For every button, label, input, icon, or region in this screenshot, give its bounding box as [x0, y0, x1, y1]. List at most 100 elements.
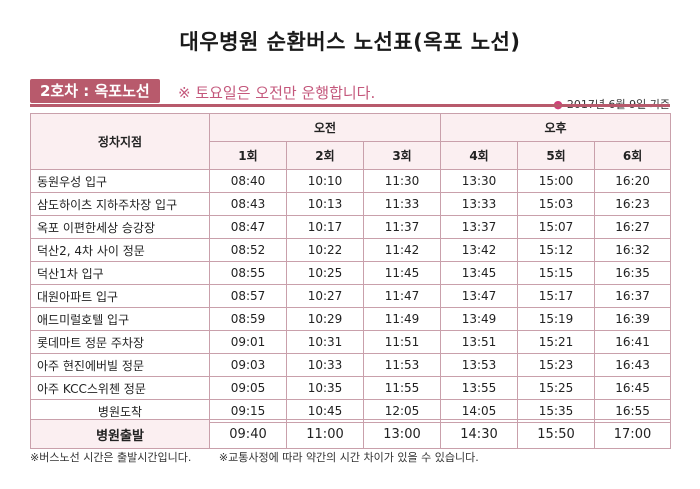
time-cell: 10:13 [286, 192, 364, 216]
table-row: 대원아파트 입구 08:57 10:27 11:47 13:47 15:17 16:37 [30, 284, 672, 308]
table-header-row-period: 정차지점 오전 오후 [30, 113, 672, 170]
time-cell: 11:37 [362, 215, 442, 239]
table-header-row-trips: 1회 2회 3회 4회 5회 6회 [31, 141, 672, 170]
time-cell: 11:51 [362, 330, 442, 354]
time-cell: 13:42 [440, 238, 519, 262]
time-cell: 16:45 [594, 376, 672, 400]
time-cell: 09:01 [209, 330, 287, 354]
trip-header: 2회 [286, 141, 364, 170]
time-cell: 16:23 [594, 192, 672, 216]
time-cell: 16:32 [594, 238, 672, 262]
trip-header: 5회 [517, 141, 596, 170]
time-cell: 15:25 [517, 376, 596, 400]
time-cell: 13:45 [440, 261, 519, 285]
time-cell: 11:33 [362, 192, 442, 216]
departure-time: 14:30 [440, 419, 518, 449]
time-cell: 08:47 [209, 215, 287, 239]
departure-label: 병원출발 [30, 419, 210, 449]
footnotes: ※버스노선 시간은 출발시간입니다. ※교통사정에 따라 약간의 시간 차이가 … [30, 449, 680, 465]
time-cell: 15:21 [517, 330, 596, 354]
page-title: 대우병원 순환버스 노선표(옥포 노선) [179, 30, 521, 54]
time-cell: 08:43 [209, 192, 287, 216]
trip-header: 4회 [440, 141, 519, 170]
time-cell: 10:10 [286, 169, 364, 193]
route-badge: 2호차 : 옥포노선 [30, 79, 160, 103]
time-cell: 16:43 [594, 353, 672, 377]
stop-name: 덕산2, 4차 사이 정문 [30, 238, 210, 262]
stop-name: 덕산1차 입구 [30, 261, 210, 285]
time-cell: 13:33 [440, 192, 519, 216]
time-cell: 13:49 [440, 307, 519, 331]
time-cell: 08:57 [209, 284, 287, 308]
timetable: 정차지점 오전 오후 1회 2회 3회 4회 5회 6회 동원우성 입구 08:4… [30, 113, 672, 423]
footnote-departure-time: ※버스노선 시간은 출발시간입니다. [30, 451, 192, 464]
am-header: 오전 [208, 113, 442, 142]
time-cell: 09:03 [209, 353, 287, 377]
departure-time: 09:40 [209, 419, 287, 449]
table-row: 옥포 이편한세상 승강장 08:47 10:17 11:37 13:37 15:07 16:… [30, 215, 672, 239]
saturday-notice: ※ 토요일은 오전만 운행합니다. [178, 84, 376, 102]
time-cell: 08:40 [209, 169, 287, 193]
time-cell: 16:37 [594, 284, 672, 308]
departure-row: 병원출발 09:40 11:00 13:00 14:30 15:50 17:00 [30, 419, 671, 449]
stop-name: 삼도하이츠 지하주차장 입구 [30, 192, 210, 216]
table-row: 애드미럴호텔 입구 08:59 10:29 11:49 13:49 15:19 16:39 [30, 307, 672, 331]
time-cell: 15:17 [517, 284, 596, 308]
table-row: 롯데마트 정문 주차장 09:01 10:31 11:51 13:51 15:21 16:4… [30, 330, 672, 354]
departure-time: 13:00 [363, 419, 441, 449]
table-row: 동원우성 입구 08:40 10:10 11:30 13:30 15:00 16:20 [30, 169, 672, 193]
table-row: 아주 KCC스위첸 정문 09:05 10:35 11:55 13:55 15:25 16:… [30, 376, 672, 400]
time-cell: 13:51 [440, 330, 519, 354]
time-cell: 16:35 [594, 261, 672, 285]
time-cell: 15:19 [517, 307, 596, 331]
time-cell: 09:05 [209, 376, 287, 400]
time-cell: 08:55 [209, 261, 287, 285]
time-cell: 15:00 [517, 169, 596, 193]
footnote-traffic: ※교통사정에 따라 약간의 시간 차이가 있을 수 있습니다. [218, 451, 479, 464]
time-cell: 15:15 [517, 261, 596, 285]
stop-name: 옥포 이편한세상 승강장 [30, 215, 210, 239]
time-cell: 16:39 [594, 307, 672, 331]
trip-header: 3회 [362, 141, 442, 170]
time-cell: 11:42 [362, 238, 442, 262]
time-cell: 13:53 [440, 353, 519, 377]
time-cell: 10:27 [286, 284, 364, 308]
stop-column-header: 정차지점 [30, 113, 210, 170]
time-cell: 13:37 [440, 215, 519, 239]
time-cell: 11:47 [362, 284, 442, 308]
time-cell: 11:53 [362, 353, 442, 377]
time-cell: 11:49 [362, 307, 442, 331]
stop-name: 동원우성 입구 [30, 169, 210, 193]
stop-name: 아주 현진에버빌 정문 [30, 353, 210, 377]
stop-name: 롯데마트 정문 주차장 [30, 330, 210, 354]
time-cell: 15:23 [517, 353, 596, 377]
time-cell: 10:31 [286, 330, 364, 354]
time-cell: 10:22 [286, 238, 364, 262]
time-cell: 13:47 [440, 284, 519, 308]
table-row: 덕산2, 4차 사이 정문 08:52 10:22 11:42 13:42 15:12 16… [30, 238, 672, 262]
time-cell: 10:29 [286, 307, 364, 331]
table-row: 아주 현진에버빌 정문 09:03 10:33 11:53 13:53 15:23 16:4… [30, 353, 672, 377]
time-cell: 08:59 [209, 307, 287, 331]
time-cell: 10:33 [286, 353, 364, 377]
time-cell: 11:30 [362, 169, 442, 193]
time-cell: 08:52 [209, 238, 287, 262]
trip-header: 1회 [209, 141, 287, 170]
departure-time: 17:00 [594, 419, 671, 449]
time-cell: 11:45 [362, 261, 442, 285]
time-cell: 15:12 [517, 238, 596, 262]
time-cell: 16:41 [594, 330, 672, 354]
time-cell: 15:07 [517, 215, 596, 239]
time-cell: 13:30 [440, 169, 519, 193]
departure-table: 병원출발 09:40 11:00 13:00 14:30 15:50 17:00 [30, 419, 671, 449]
table-row: 덕산1차 입구 08:55 10:25 11:45 13:45 15:15 16:35 [30, 261, 672, 285]
table-row: 삼도하이츠 지하주차장 입구 08:43 10:13 11:33 13:33 15:03 1… [30, 192, 672, 216]
trip-header: 6회 [594, 141, 672, 170]
time-cell: 15:03 [517, 192, 596, 216]
stop-name: 대원아파트 입구 [30, 284, 210, 308]
time-cell: 10:25 [286, 261, 364, 285]
timetable-body: 동원우성 입구 08:40 10:10 11:30 13:30 15:00 16:20 삼도하… [30, 169, 672, 423]
pm-header: 오후 [440, 113, 672, 142]
time-cell: 11:55 [362, 376, 442, 400]
header-rule [30, 104, 670, 107]
